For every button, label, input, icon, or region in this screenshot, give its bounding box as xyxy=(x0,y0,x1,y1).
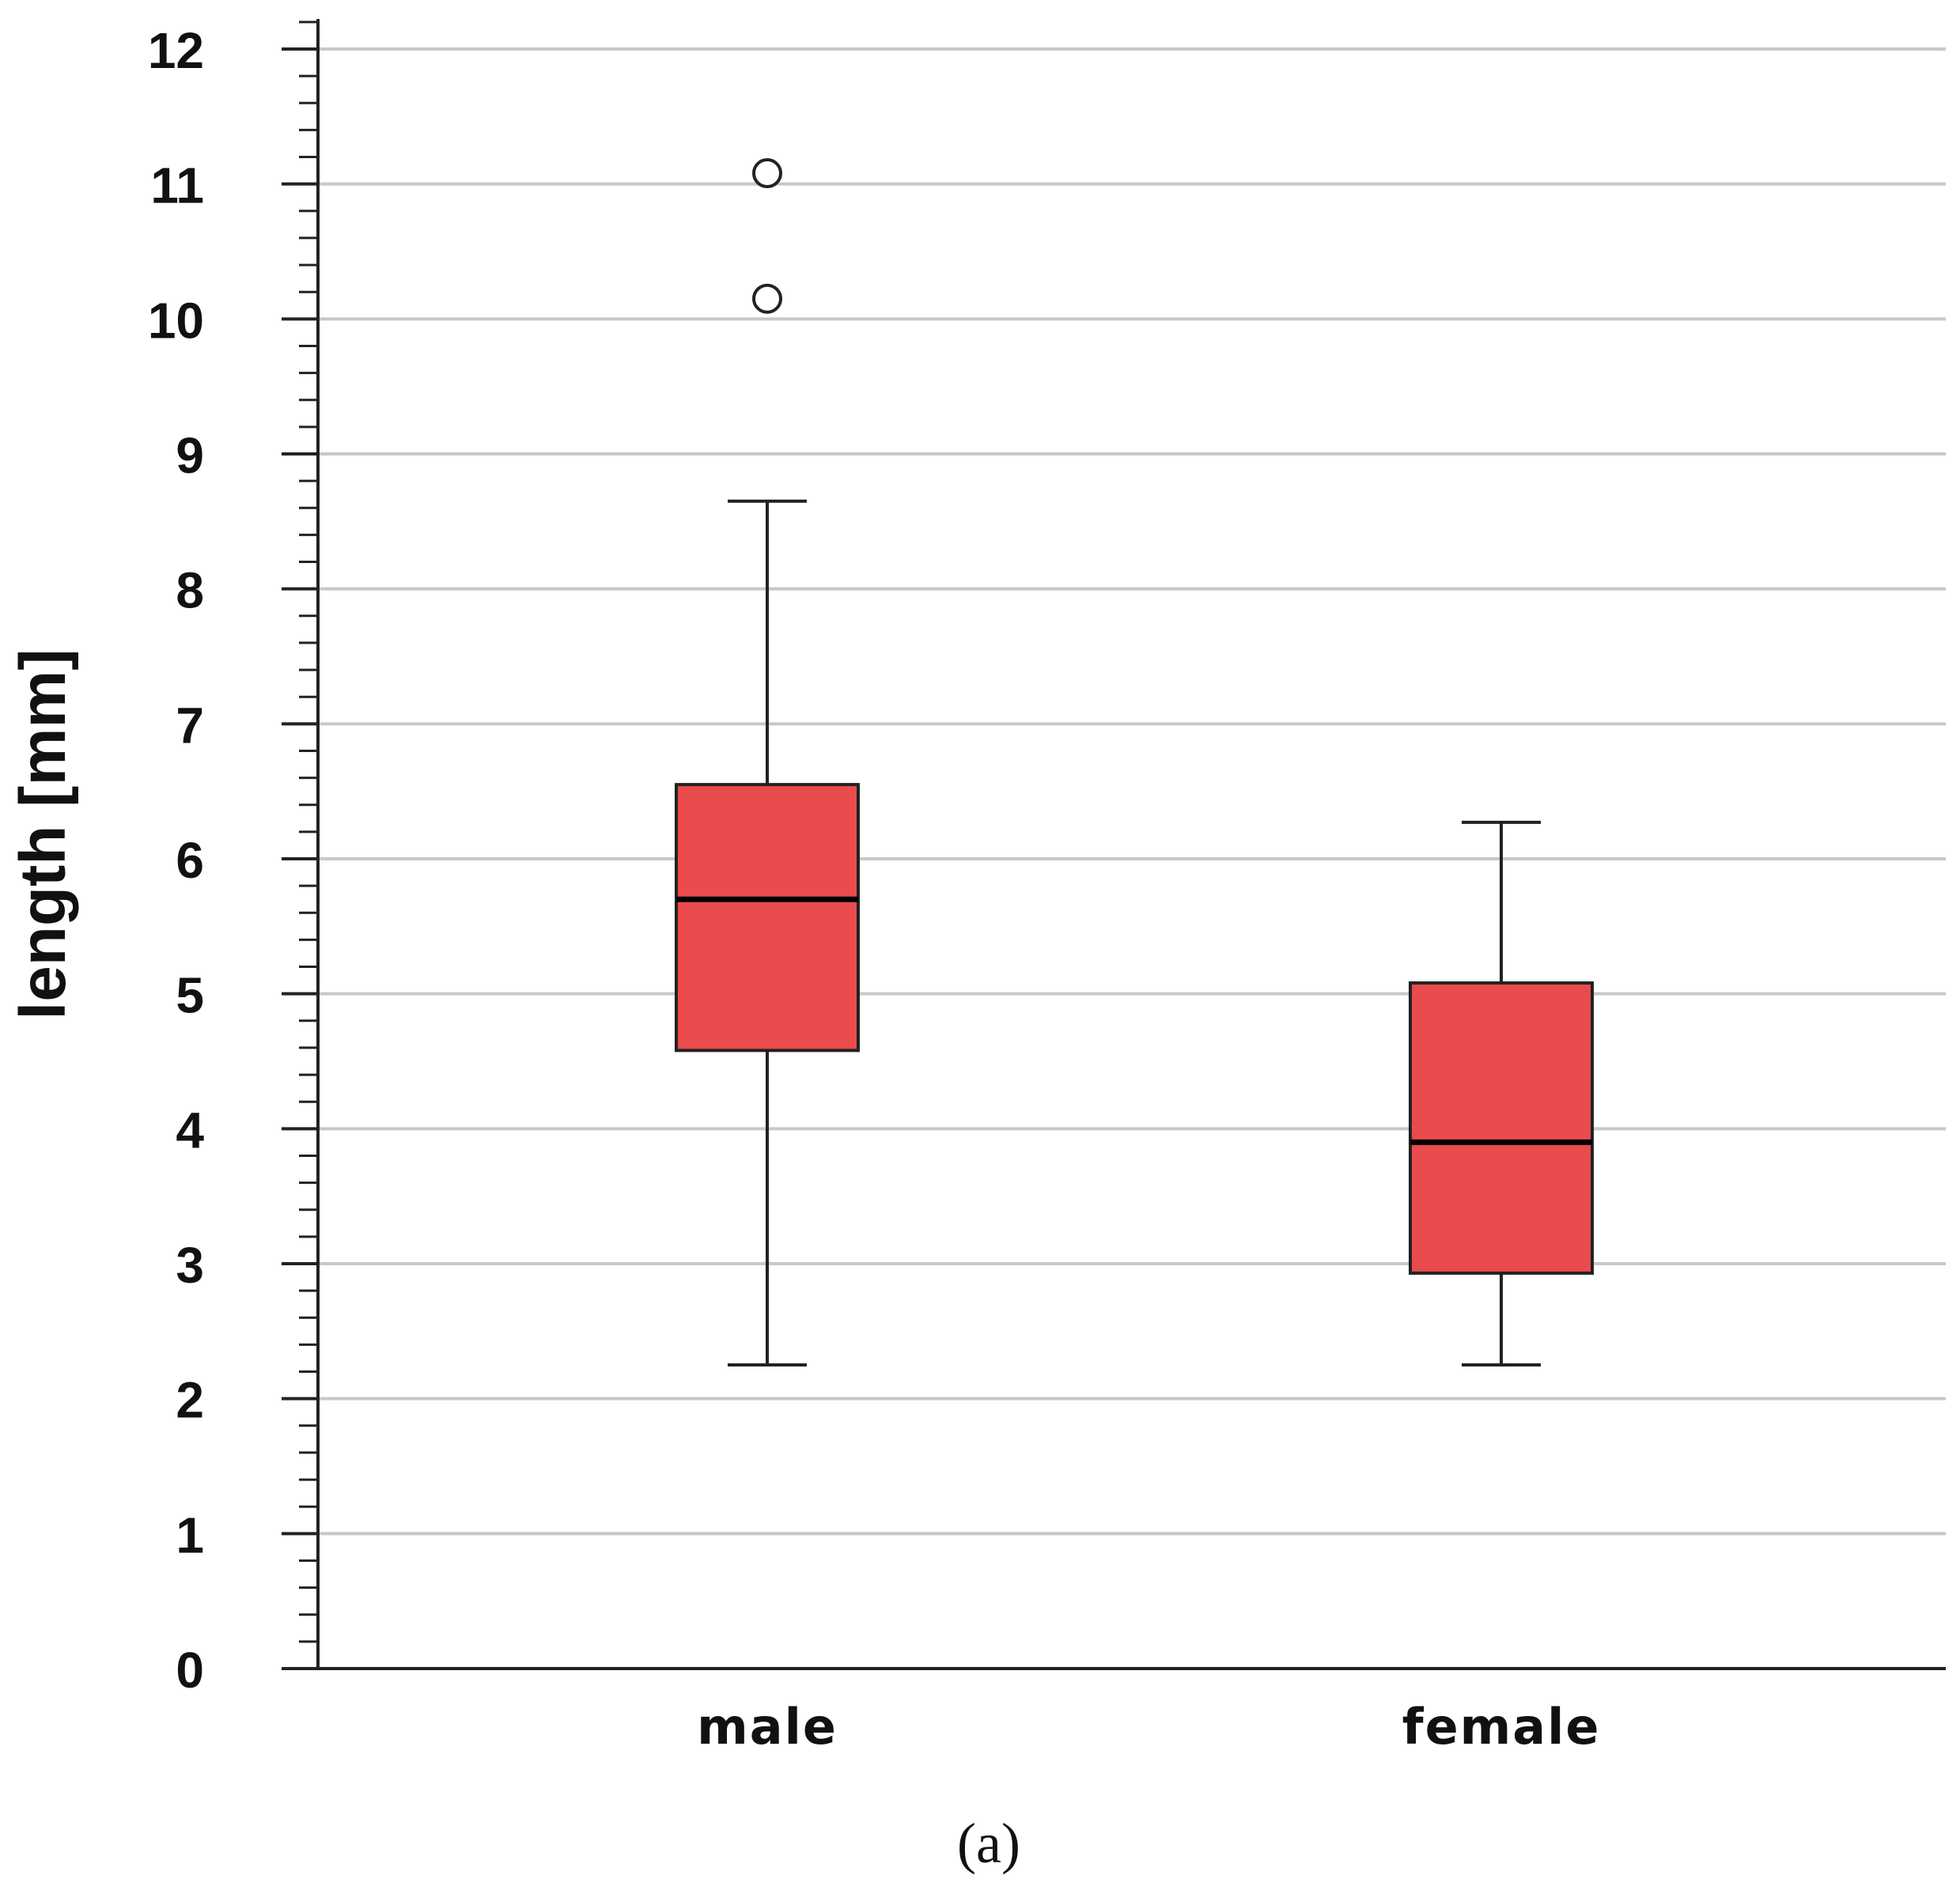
y-tick-label-1: 1 xyxy=(176,1506,204,1563)
y-tick-label-6: 6 xyxy=(176,832,204,889)
y-tick-label-8: 8 xyxy=(176,562,204,619)
male-box xyxy=(675,783,860,1053)
y-tick-label-7: 7 xyxy=(176,697,204,754)
boxes xyxy=(675,158,1594,1366)
y-tick-label-4: 4 xyxy=(176,1102,204,1159)
y-tick-label-3: 3 xyxy=(176,1237,204,1294)
y-tick-label-11: 11 xyxy=(150,157,204,214)
y-tick-label-9: 9 xyxy=(176,427,204,484)
y-tick-label-0: 0 xyxy=(176,1642,204,1699)
y-tick-label-5: 5 xyxy=(176,967,204,1024)
male-outlier-point xyxy=(752,158,782,189)
labels: length [mm] male female (a) 012345678910… xyxy=(7,22,1601,1875)
x-tick-label-female: female xyxy=(1402,1698,1601,1756)
axes xyxy=(282,19,1946,1670)
y-tick-label-2: 2 xyxy=(176,1372,204,1429)
male-outlier-point xyxy=(752,283,782,314)
y-axis-title: length [mm] xyxy=(7,648,79,1019)
figure-caption: (a) xyxy=(957,1812,1020,1875)
gridlines xyxy=(318,47,1946,1536)
x-tick-label-male: male xyxy=(697,1698,838,1756)
y-tick-label-10: 10 xyxy=(148,292,204,349)
y-tick-label-12: 12 xyxy=(148,22,204,79)
female-box xyxy=(1409,981,1594,1275)
